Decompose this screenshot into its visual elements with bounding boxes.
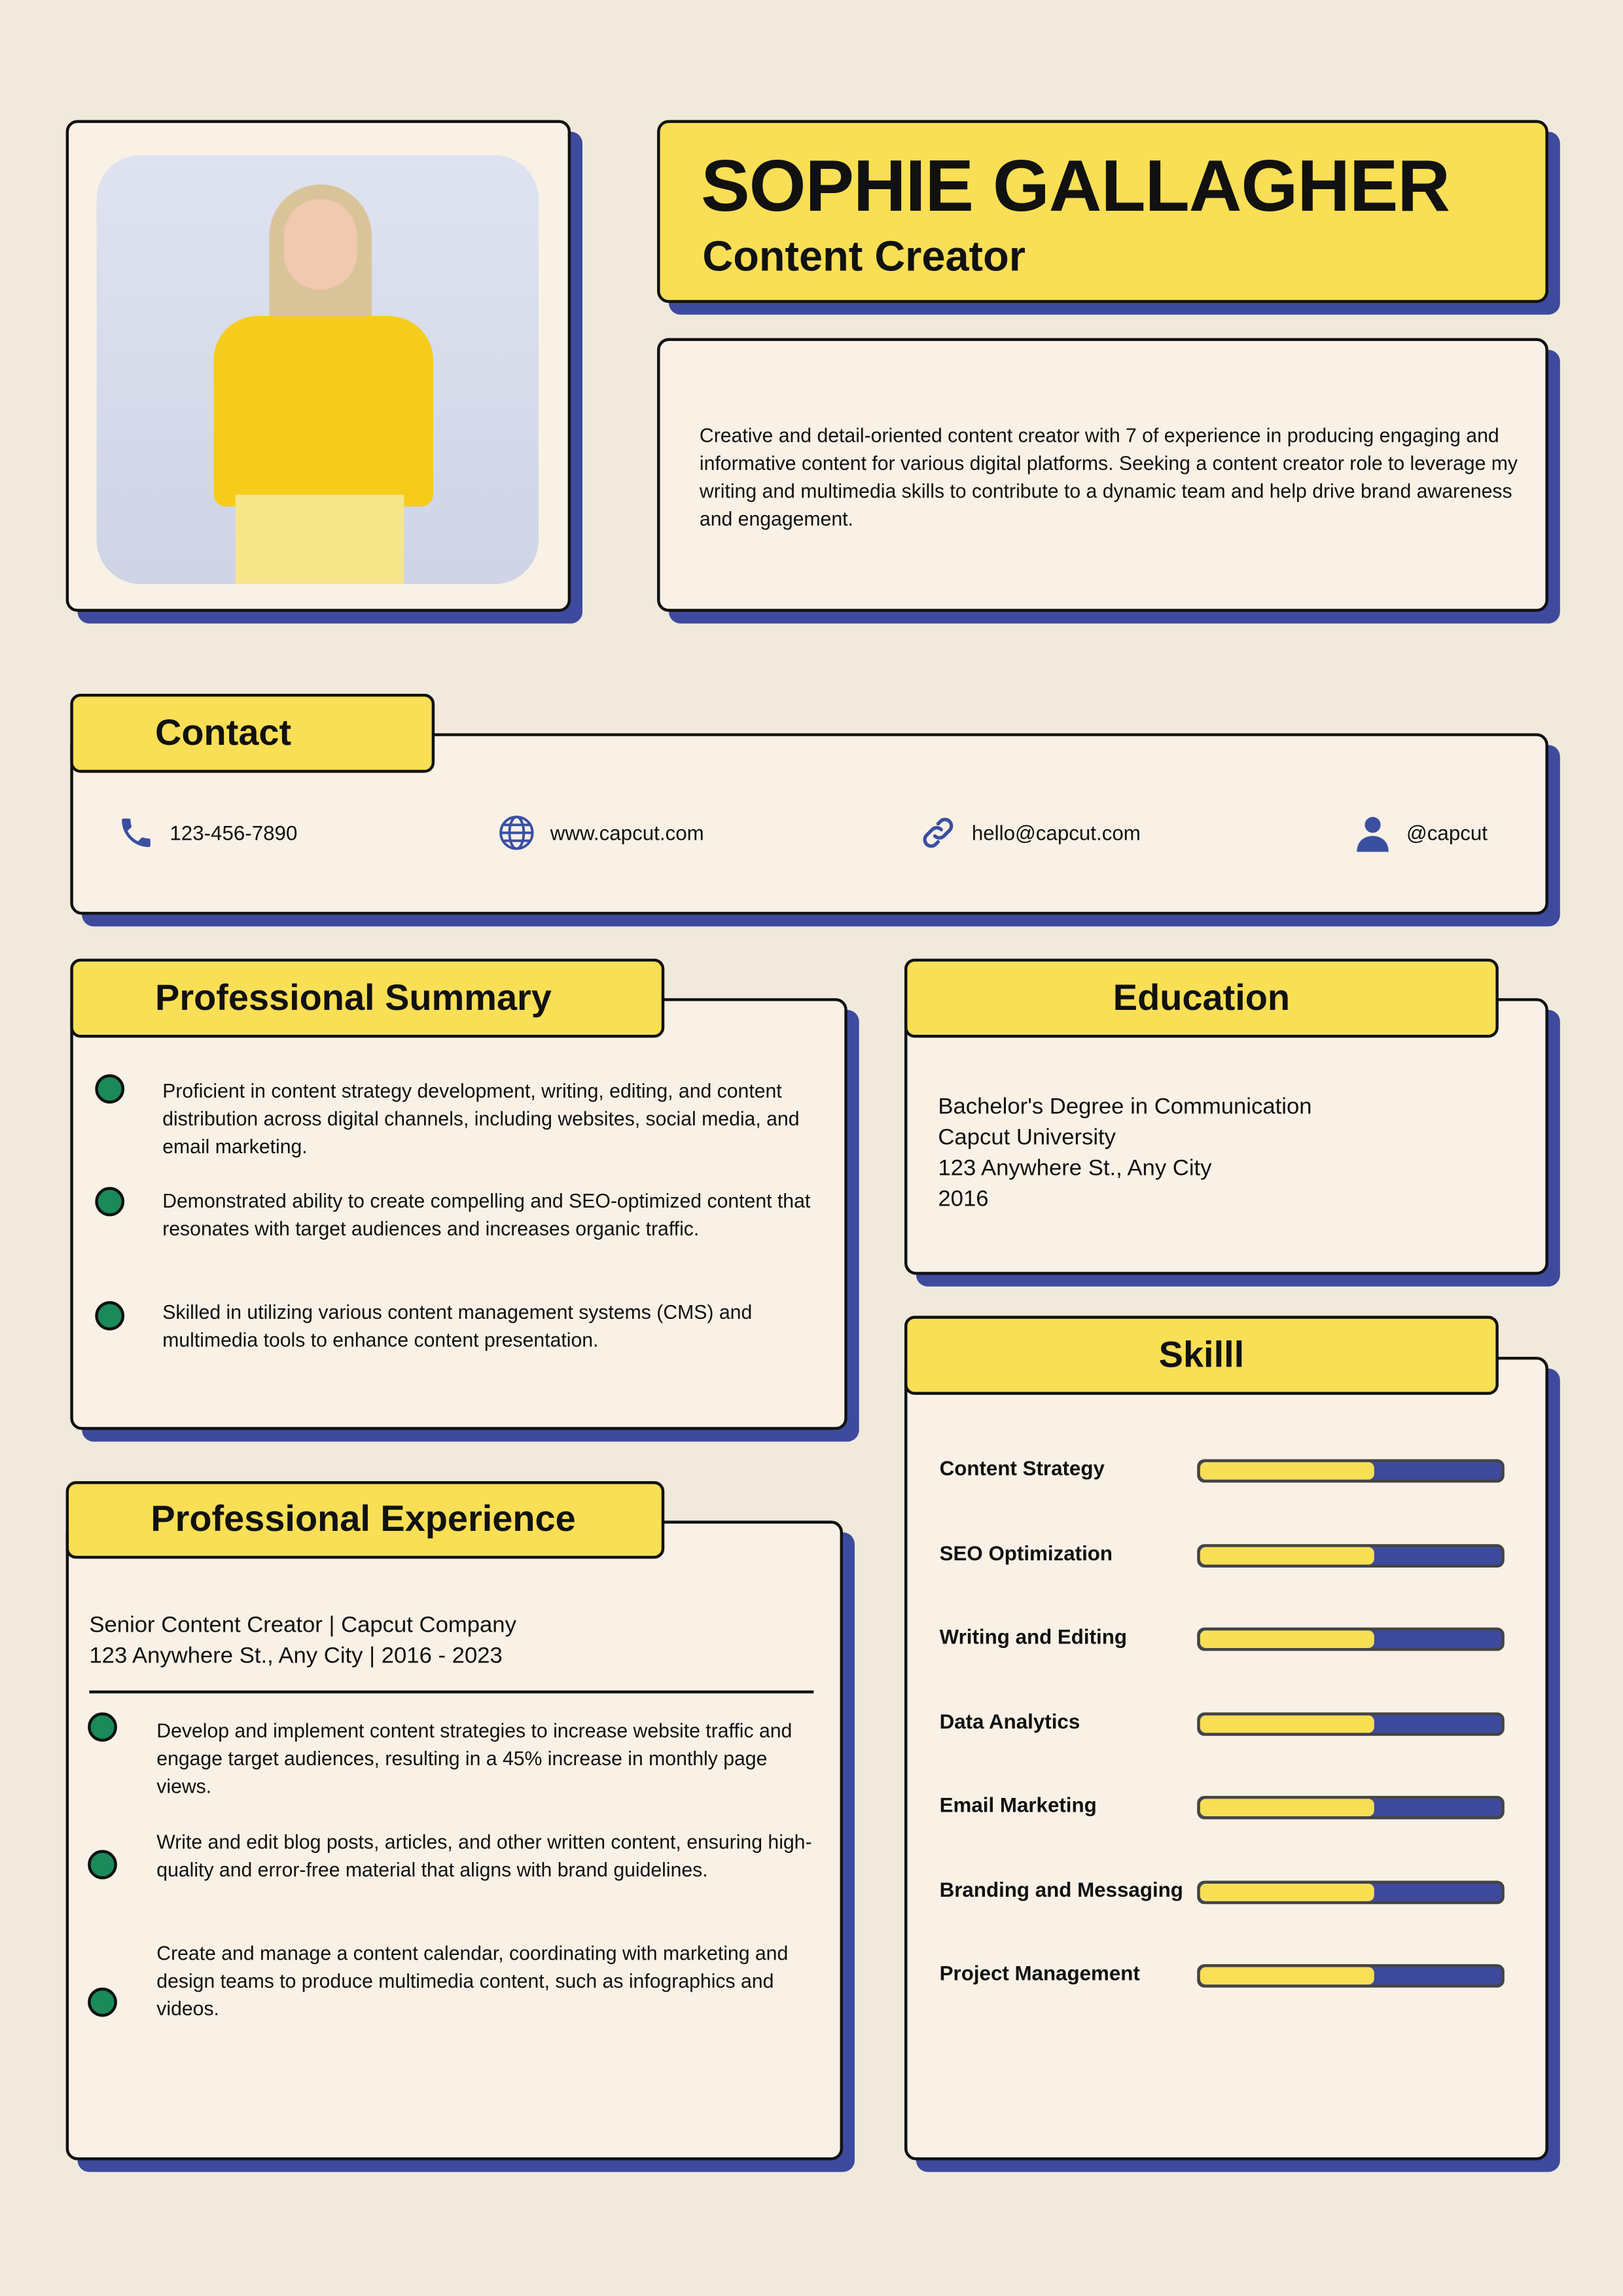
experience-heading-text: Professional Experience [151,1498,576,1540]
contact-website[interactable]: www.capcut.com [497,814,704,852]
skill-level-bar [1197,1543,1505,1567]
contact-social[interactable]: @capcut [1353,814,1488,852]
bullet [95,1074,125,1104]
profile-photo [96,155,539,584]
link-icon [923,817,954,848]
skill-level-bar [1197,1627,1505,1651]
skill-label: Data Analytics [939,1708,1080,1732]
skills-heading: Skilll [904,1316,1499,1395]
skill-level-bar [1197,1880,1505,1904]
experience-item: Create and manage a content calendar, co… [156,1942,789,2020]
email-text: hello@capcut.com [971,821,1141,845]
bullet [88,1850,117,1880]
skill-level-fill [1200,1714,1375,1732]
summary-heading: Professional Summary [70,958,665,1038]
bullet [95,1300,125,1331]
skill-label: Project Management [939,1961,1140,1985]
graduation-year: 2016 [938,1187,989,1212]
website-text: www.capcut.com [550,821,704,845]
skill-level-fill [1200,1546,1375,1564]
bullet [88,1987,117,2017]
degree: Bachelor's Degree in Communication [938,1094,1312,1120]
profile-card: Creative and detail-oriented content cre… [657,338,1548,612]
user-icon [1357,817,1389,852]
skill-label: SEO Optimization [939,1540,1113,1564]
contact-phone[interactable]: 123-456-7890 [117,814,297,852]
skill-level-fill [1200,1967,1375,1985]
summary-item: Skilled in utilizing various content man… [162,1300,753,1352]
education-card: Bachelor's Degree in Communication Capcu… [904,998,1548,1275]
skill-label: Writing and Editing [939,1624,1128,1648]
skills-heading-text: Skilll [1158,1334,1245,1375]
contact-email[interactable]: hello@capcut.com [919,814,1141,852]
skill-level-fill [1200,1630,1375,1648]
education-details: Bachelor's Degree in Communication Capcu… [938,1092,1311,1215]
profile-text: Creative and detail-oriented content cre… [699,424,1518,530]
skill-label: Branding and Messaging [939,1876,1183,1901]
skill-level-fill [1200,1882,1375,1901]
globe-icon [499,816,534,850]
full-name: SOPHIE GALLAGHER [701,145,1450,227]
phone-icon [122,818,151,848]
skill-level-bar [1197,1459,1505,1483]
experience-role: Senior Content Creator | Capcut Company [89,1613,516,1638]
skill-level-bar [1197,1964,1505,1988]
experience-card: Senior Content Creator | Capcut Company … [65,1520,844,2161]
summary-heading-text: Professional Summary [155,977,552,1018]
experience-heading: Professional Experience [65,1481,665,1559]
summary-item: Demonstrated ability to create compellin… [162,1190,811,1240]
photo-card [65,120,571,612]
experience-item: Develop and implement content strategies… [156,1719,793,1798]
bullet [95,1187,125,1217]
experience-place: 123 Anywhere St., Any City | 2016 - 2023 [89,1643,503,1669]
phone-text: 123-456-7890 [169,821,298,845]
divider [89,1690,814,1694]
job-title: Content Creator [702,234,1026,281]
contact-heading: Contact [70,693,435,773]
skill-label: Content Strategy [939,1456,1105,1480]
bullet [88,1712,117,1742]
skill-label: Email Marketing [939,1793,1097,1817]
education-heading: Education [904,958,1499,1038]
skill-level-fill [1200,1799,1375,1817]
school: Capcut University [938,1125,1116,1151]
contact-heading-text: Contact [155,711,292,753]
summary-card: Proficient in content strategy developme… [70,998,847,1430]
school-address: 123 Anywhere St., Any City [938,1156,1212,1181]
summary-item: Proficient in content strategy developme… [162,1080,800,1158]
name-card: SOPHIE GALLAGHER Content Creator [657,120,1548,303]
social-text: @capcut [1406,821,1488,845]
skill-level-fill [1200,1462,1375,1480]
skill-level-bar [1197,1712,1505,1736]
skill-level-bar [1197,1795,1505,1820]
experience-item: Write and edit blog posts, articles, and… [156,1831,812,1881]
education-heading-text: Education [1113,977,1291,1018]
skills-card: Content Strategy SEO Optimization Writing … [904,1356,1548,2161]
